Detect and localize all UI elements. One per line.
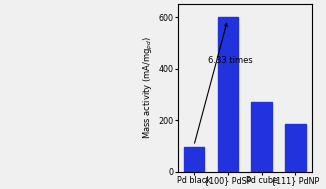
Y-axis label: Mass activity (mA/mg$_{pd}$): Mass activity (mA/mg$_{pd}$) bbox=[142, 36, 156, 139]
Bar bbox=[217, 17, 238, 172]
Bar bbox=[251, 102, 272, 172]
Text: 6.33 times: 6.33 times bbox=[208, 56, 253, 65]
Bar bbox=[285, 124, 305, 172]
Bar bbox=[184, 147, 204, 172]
